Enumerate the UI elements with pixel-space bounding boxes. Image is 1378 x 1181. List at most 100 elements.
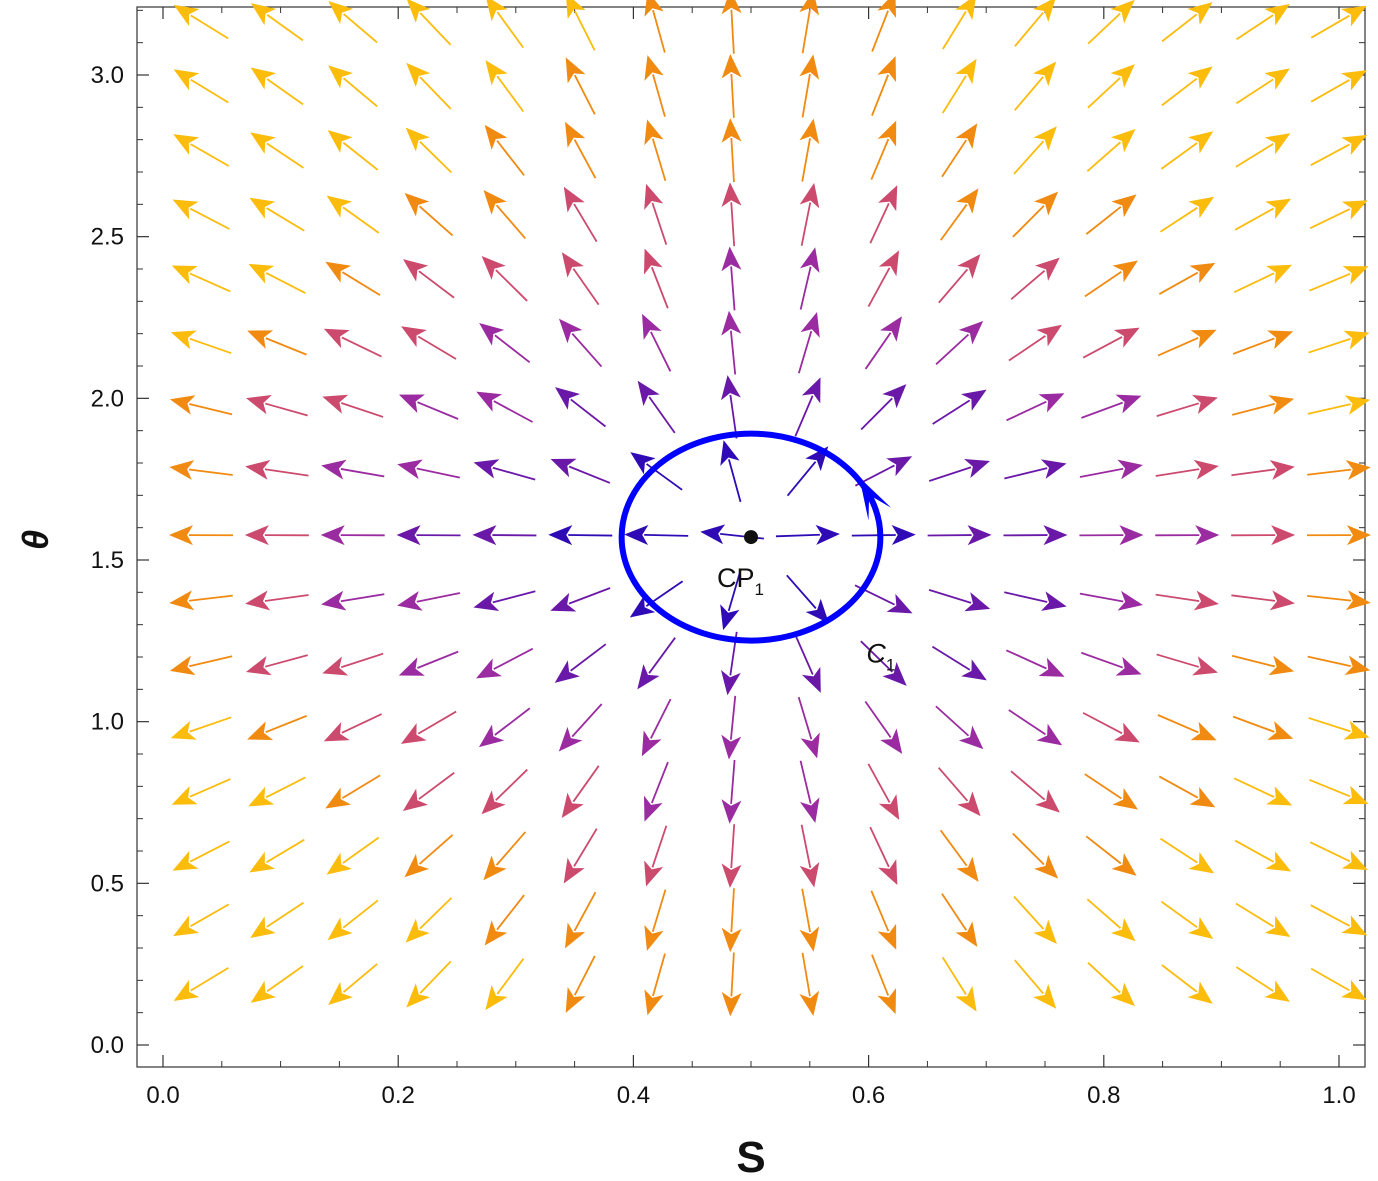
vector-arrow-head [957, 254, 981, 279]
vector-arrow-head [721, 375, 741, 401]
vector-arrow-head [245, 590, 271, 611]
vector-arrow-shaft [1308, 717, 1351, 733]
vector-arrow-head [404, 193, 430, 217]
vector-arrow-head [245, 459, 271, 480]
vector-arrow-head [249, 851, 276, 873]
vector-arrow-shaft [190, 14, 229, 40]
vector-arrow-head [721, 310, 742, 336]
vector-arrow-shaft [775, 533, 820, 538]
vector-arrow-shaft [190, 78, 229, 104]
y-tick-label: 2.0 [91, 385, 124, 412]
vector-arrow-head [565, 57, 586, 84]
vector-arrow-shaft [937, 767, 969, 802]
vector-arrow-head [1115, 394, 1142, 414]
vector-arrow-head [1111, 194, 1137, 218]
vector-arrow-shaft [190, 967, 229, 992]
vector-arrow-shaft [418, 772, 455, 800]
vector-arrow-shaft [1156, 653, 1200, 668]
vector-arrow-head [326, 852, 352, 875]
vector-arrow-shaft [652, 953, 666, 997]
vector-arrow-shaft [730, 138, 735, 183]
vector-arrow-shaft [341, 713, 382, 734]
vector-arrow-head [799, 0, 820, 16]
vector-arrow-head [1264, 4, 1290, 26]
vector-arrow-shaft [864, 332, 892, 370]
vector-arrow-shaft [189, 207, 230, 230]
vector-arrow-shaft [730, 9, 735, 54]
vector-arrow-shaft [730, 824, 736, 869]
vector-arrow-shaft [419, 141, 453, 174]
vector-arrow-head [566, 0, 586, 20]
vector-arrow-head [1267, 330, 1294, 350]
vector-arrow-shaft [568, 465, 611, 484]
vector-arrow-head [326, 195, 353, 218]
contour-direction-arrow [859, 477, 892, 521]
vector-arrow-head [1190, 329, 1217, 349]
vector-arrow-shaft [1234, 839, 1275, 863]
vector-arrow-head [250, 3, 277, 26]
vector-arrow-shaft [266, 838, 305, 864]
vector-arrow-shaft [799, 266, 812, 310]
vector-arrow-shaft [266, 13, 304, 42]
vector-arrow-head [1113, 722, 1140, 743]
vector-arrow-shaft [1081, 651, 1124, 669]
vector-arrow-shaft [797, 330, 813, 374]
vector-arrow-shaft [573, 891, 597, 932]
vector-arrow-head [1119, 525, 1144, 546]
vector-arrow-shaft [1155, 468, 1200, 477]
vector-arrow-shaft [1233, 272, 1275, 293]
vector-arrow-head [481, 255, 506, 280]
vector-arrow-head [404, 853, 430, 878]
vector-arrow-head [1264, 980, 1290, 1002]
vector-arrow-head [955, 58, 977, 85]
vector-arrow-head [321, 459, 347, 480]
vector-arrow-shaft [572, 268, 600, 306]
vector-arrow-head [1343, 330, 1370, 350]
vector-arrow-head [170, 720, 197, 740]
vector-arrow-head [637, 664, 660, 690]
vector-arrow-head [700, 524, 726, 545]
vector-arrow-shaft [940, 204, 968, 241]
vector-arrow-head [1035, 257, 1060, 281]
vector-arrow-head [877, 988, 897, 1015]
vector-arrow-shaft [573, 828, 598, 867]
vector-arrow-shaft [651, 889, 667, 933]
vector-arrow-head [328, 0, 354, 25]
vector-arrow-shaft [1014, 11, 1044, 47]
vector-arrow-shaft [1084, 270, 1122, 298]
vector-arrow-shaft [801, 9, 811, 54]
vector-arrow-head [800, 732, 820, 759]
vector-arrow-head [563, 857, 585, 884]
vector-arrow-shaft [189, 337, 232, 355]
vector-arrow-head [565, 987, 586, 1013]
x-tick-label: 0.0 [146, 1082, 179, 1109]
vector-arrow-head [250, 980, 277, 1003]
vector-arrow-head [325, 787, 352, 809]
vector-arrow-head [805, 598, 830, 624]
vector-arrow-shaft [1085, 206, 1122, 235]
vector-arrow-shaft [494, 707, 531, 736]
vector-arrow-shaft [1310, 967, 1350, 992]
vector-arrow-head [398, 657, 425, 676]
vector-arrow-head [961, 659, 987, 681]
vector-arrow-head [956, 188, 979, 214]
vector-arrow-shaft [801, 952, 811, 997]
vector-arrow-head [1192, 394, 1218, 415]
vector-arrow-shaft [495, 768, 528, 801]
vector-arrow-head [799, 118, 820, 144]
vector-arrow-head [1187, 981, 1213, 1004]
vector-arrow-shaft [931, 645, 971, 671]
vector-arrow-head [799, 861, 820, 888]
vector-arrow-head [721, 991, 742, 1017]
vector-arrow-head [320, 525, 345, 546]
vector-arrow-head [248, 263, 275, 284]
vector-arrow-shaft [730, 202, 736, 247]
vector-arrow-head [800, 311, 820, 338]
vector-arrow-shaft [730, 759, 736, 804]
vector-arrow-shaft [342, 963, 378, 993]
vector-arrow-head [641, 730, 662, 757]
y-tick-label: 0.5 [91, 870, 124, 897]
vector-arrow-shaft [851, 534, 896, 537]
vector-arrow-head [967, 525, 992, 546]
vector-arrow-shaft [1006, 400, 1047, 422]
